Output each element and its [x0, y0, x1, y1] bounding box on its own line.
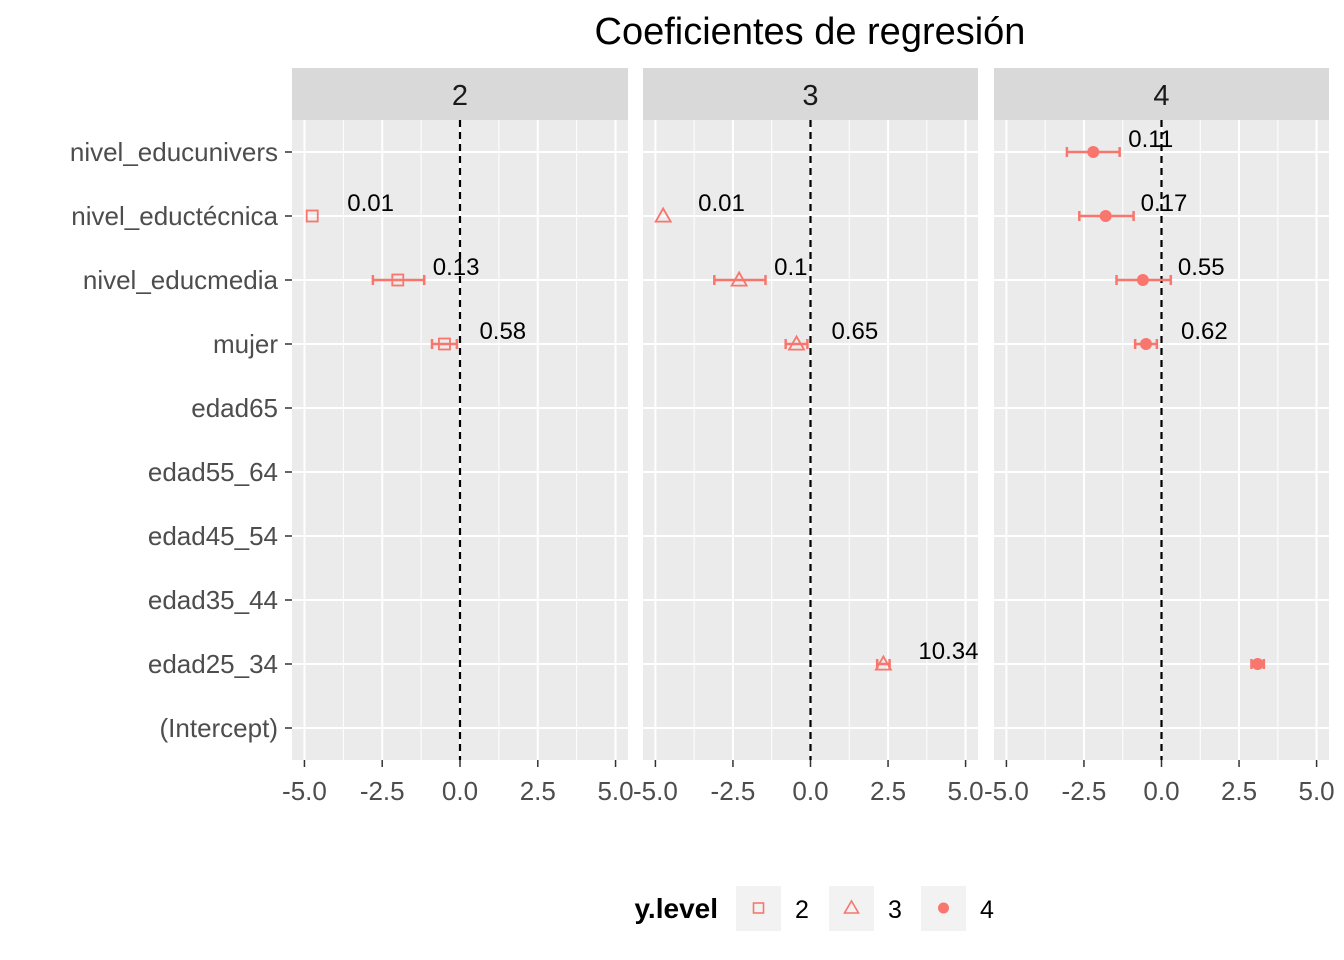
x-tick-label: -2.5	[360, 776, 405, 806]
legend-item-3: 3	[829, 886, 902, 931]
data-label: 0.13	[433, 254, 480, 281]
data-label: 0.62	[1181, 318, 1228, 345]
point-marker	[1136, 274, 1149, 286]
point-marker	[1139, 338, 1152, 350]
y-tick-label: edad65	[191, 393, 278, 423]
coefficient-point: 0.01	[305, 190, 394, 223]
y-axis: (Intercept) edad25_34 edad35_44 edad45_54 ed…	[70, 137, 292, 743]
coefficient-point: 0.62	[1133, 318, 1228, 350]
legend-key-marker	[752, 902, 765, 914]
facet-panel-3: 3 -5.0 -2.5 0.0 2.5 5.0 0.01 0.1 0.65 10.34	[633, 68, 984, 806]
point-marker	[730, 270, 749, 287]
data-label: 0.55	[1178, 254, 1225, 281]
data-label: 0.01	[347, 190, 394, 217]
strip-background	[292, 68, 628, 120]
point-marker	[874, 654, 893, 671]
x-tick-label: -2.5	[1062, 776, 1107, 806]
chart-title: Coeficientes de regresión	[595, 11, 1026, 53]
coefficient-point: 10.34	[874, 638, 978, 671]
x-tick-label: 0.0	[792, 776, 828, 806]
y-tick-label: edad25_34	[148, 649, 278, 679]
x-tick-label: -2.5	[711, 776, 756, 806]
legend-label: 2	[795, 896, 809, 924]
coefficient-point	[1250, 658, 1266, 670]
coefficient-point: 0.65	[784, 318, 879, 351]
coefficient-point: 0.1	[713, 254, 808, 287]
x-tick-label: -5.0	[984, 776, 1029, 806]
x-tick-label: 0.0	[1143, 776, 1179, 806]
strip-background	[643, 68, 978, 120]
x-tick-label: 5.0	[1299, 776, 1335, 806]
coefficient-point: 0.01	[654, 190, 745, 223]
legend-title: y.level	[634, 893, 718, 924]
x-tick-label: 2.5	[1221, 776, 1257, 806]
y-tick-label: edad35_44	[148, 585, 278, 615]
point-marker	[654, 206, 673, 223]
coefficient-point: 0.11	[1065, 126, 1173, 158]
x-tick-label: -5.0	[633, 776, 678, 806]
legend-key-marker	[843, 899, 860, 914]
legend-label: 3	[888, 896, 902, 924]
legend-label: 4	[980, 896, 994, 924]
legend-item-4: 4	[921, 886, 994, 931]
x-tick-label: 5.0	[948, 776, 984, 806]
y-tick-label: (Intercept)	[160, 713, 279, 743]
legend-item-2: 2	[736, 886, 809, 931]
data-label: 0.58	[479, 318, 526, 345]
x-tick-label: 2.5	[870, 776, 906, 806]
data-label: 0.17	[1141, 190, 1188, 217]
coefficient-point: 0.58	[430, 318, 526, 351]
legend-key-marker	[938, 902, 949, 914]
coefficient-point: 0.55	[1115, 254, 1225, 286]
data-label: 0.65	[832, 318, 879, 345]
facet-panels: 2 -5.0 -2.5 0.0 2.5 5.0 0.01 0.13 0.58 3 -5.0 -2.5 0…	[282, 68, 1335, 806]
point-marker	[1099, 210, 1112, 222]
y-tick-label: nivel_eductécnica	[71, 201, 278, 231]
x-tick-label: 5.0	[597, 776, 633, 806]
coefficient-point: 0.13	[371, 254, 480, 287]
strip-background	[994, 68, 1329, 120]
strip-label: 4	[1153, 80, 1169, 112]
y-tick-label: mujer	[213, 329, 278, 359]
facet-panel-2: 2 -5.0 -2.5 0.0 2.5 5.0 0.01 0.13 0.58	[282, 68, 634, 806]
strip-label: 2	[452, 80, 468, 112]
point-marker	[391, 273, 405, 287]
coefficient-point: 0.17	[1078, 190, 1188, 222]
data-label: 0.11	[1128, 126, 1173, 153]
data-label: 0.1	[774, 254, 807, 281]
point-marker	[1087, 146, 1100, 158]
y-tick-label: edad55_64	[148, 457, 278, 487]
facet-panel-4: 4 -5.0 -2.5 0.0 2.5 5.0 0.11 0.17 0.55 0.62	[984, 68, 1335, 806]
legend-key-background	[736, 886, 781, 931]
x-tick-label: -5.0	[282, 776, 327, 806]
point-marker	[438, 337, 451, 351]
y-tick-label: nivel_educunivers	[70, 137, 278, 167]
y-tick-label: edad45_54	[148, 521, 278, 551]
strip-label: 3	[802, 80, 818, 112]
x-tick-label: 0.0	[442, 776, 478, 806]
legend-key-background	[829, 886, 874, 931]
legend: y.level 2 3 4	[634, 886, 994, 931]
point-marker	[1251, 658, 1264, 670]
data-label: 0.01	[698, 190, 745, 217]
x-tick-label: 2.5	[520, 776, 556, 806]
y-tick-label: nivel_educmedia	[83, 265, 279, 295]
point-marker	[787, 334, 806, 351]
data-label: 10.34	[918, 638, 978, 665]
point-marker	[305, 209, 319, 223]
